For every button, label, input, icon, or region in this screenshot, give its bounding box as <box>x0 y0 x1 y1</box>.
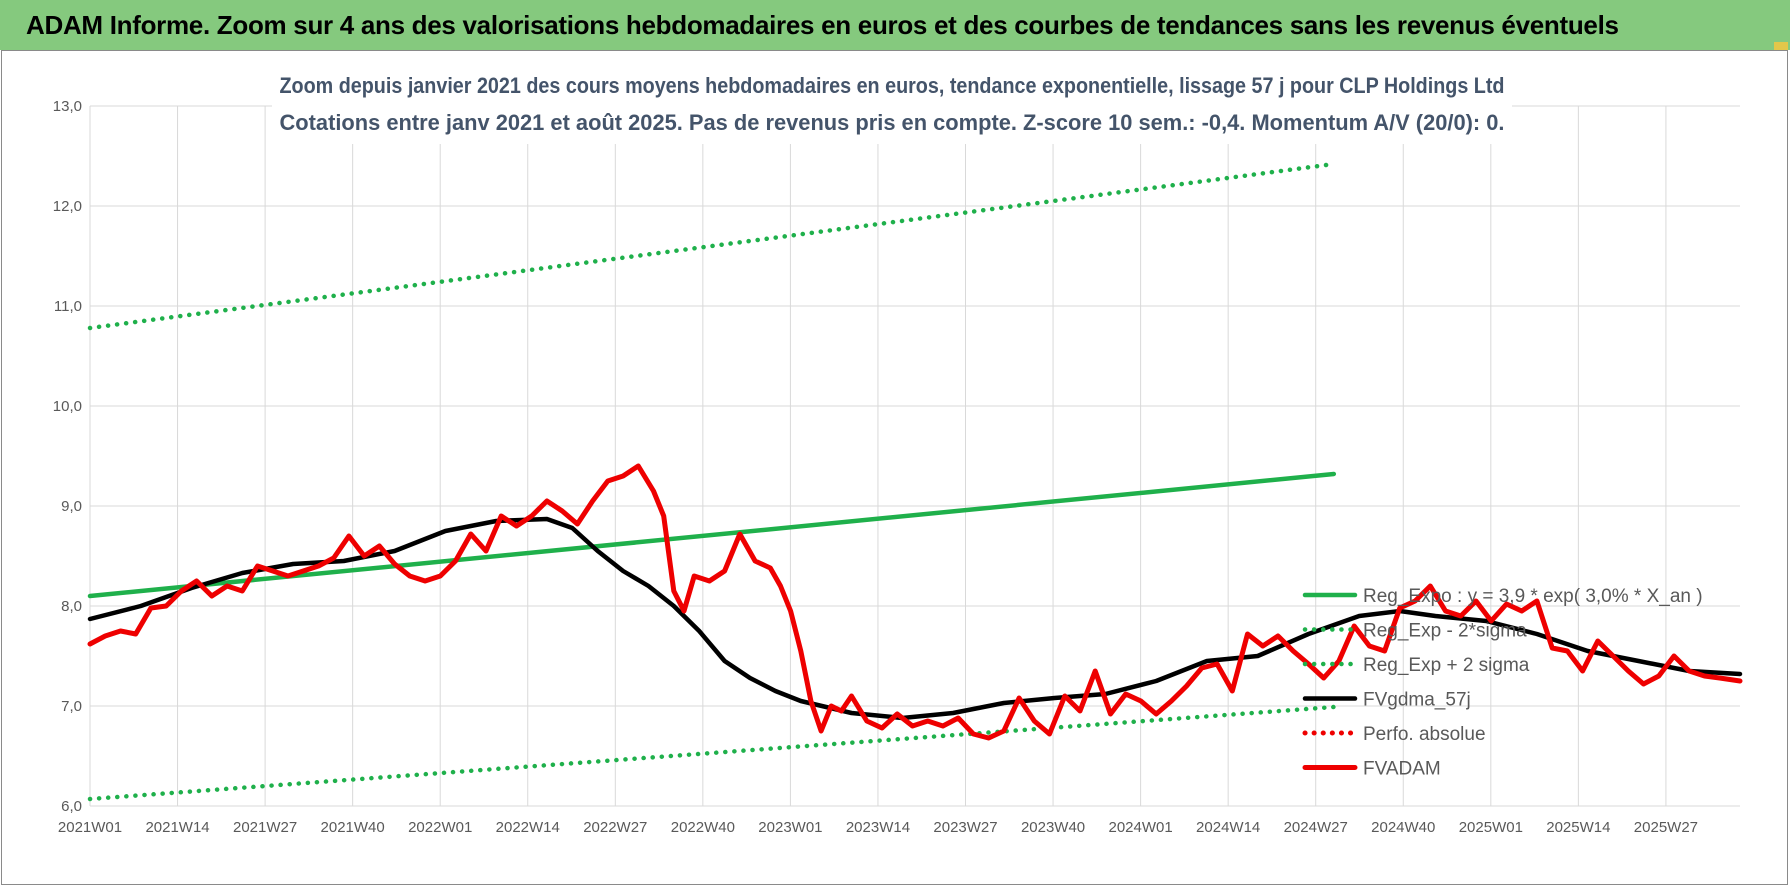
chart-legend: Reg_Expo : y = 3,9 * exp( 3,0% * X_an ) R… <box>1302 586 1703 780</box>
y-tick-label: 9,0 <box>61 498 82 515</box>
y-tick-label: 12,0 <box>53 198 82 215</box>
x-tick-label: 2023W40 <box>1021 819 1085 836</box>
x-tick-label: 2022W14 <box>496 819 560 836</box>
y-tick-label: 8,0 <box>61 598 82 615</box>
x-tick-label: 2022W01 <box>408 819 472 836</box>
x-tick-label: 2025W14 <box>1546 819 1610 836</box>
series-line <box>87 471 1337 599</box>
chart-title: Zoom depuis janvier 2021 des cours moyen… <box>280 73 1505 98</box>
y-tick-label: 7,0 <box>61 698 82 715</box>
legend-label: FVgdma_57j <box>1363 690 1471 711</box>
series-line <box>87 161 1337 331</box>
x-tick-label: 2024W14 <box>1196 819 1260 836</box>
y-tick-label: 13,0 <box>53 98 82 115</box>
x-tick-label: 2021W01 <box>58 819 122 836</box>
x-tick-label: 2024W01 <box>1109 819 1173 836</box>
x-tick-label: 2021W14 <box>145 819 209 836</box>
x-tick-label: 2021W27 <box>233 819 297 836</box>
x-tick-label: 2023W27 <box>933 819 997 836</box>
legend-label: Reg_Expo : y = 3,9 * exp( 3,0% * X_an ) <box>1363 586 1703 607</box>
series-line <box>87 516 1743 721</box>
chart-frame <box>1 50 1788 885</box>
y-tick-label: 6,0 <box>61 798 82 815</box>
x-tick-label: 2025W01 <box>1459 819 1523 836</box>
x-tick-label: 2025W27 <box>1634 819 1698 836</box>
x-tick-label: 2024W40 <box>1371 819 1435 836</box>
x-axis-ticks: 2021W01 2021W14 2021W27 2021W40 2022W01 2022W… <box>58 819 1698 836</box>
legend-label: FVADAM <box>1363 759 1441 780</box>
chart-subtitle: Cotations entre janv 2021 et août 2025. … <box>280 110 1505 135</box>
legend-label: Reg_Exp - 2*sigma <box>1363 621 1527 642</box>
title-backdrop <box>272 68 1512 144</box>
series-line <box>87 463 1743 741</box>
legend-label: Perfo. absolue <box>1363 724 1486 745</box>
x-tick-label: 2024W27 <box>1284 819 1348 836</box>
x-tick-label: 2023W01 <box>758 819 822 836</box>
chart-series <box>87 161 1743 802</box>
y-tick-label: 11,0 <box>54 298 82 315</box>
y-axis-ticks: 6,0 7,0 8,0 9,0 10,0 11,0 12,0 13,0 <box>53 98 82 815</box>
x-tick-label: 2021W40 <box>321 819 385 836</box>
legend-label: Reg_Exp + 2 sigma <box>1363 655 1530 676</box>
report-banner: ADAM Informe. Zoom sur 4 ans des valoris… <box>0 0 1790 50</box>
x-tick-label: 2022W27 <box>583 819 647 836</box>
chart-gridlines <box>89 105 1740 807</box>
series-line <box>87 704 1337 802</box>
x-tick-label: 2022W40 <box>671 819 735 836</box>
x-tick-label: 2023W14 <box>846 819 910 836</box>
y-tick-label: 10,0 <box>53 398 82 415</box>
report-banner-title: ADAM Informe. Zoom sur 4 ans des valoris… <box>26 9 1619 40</box>
